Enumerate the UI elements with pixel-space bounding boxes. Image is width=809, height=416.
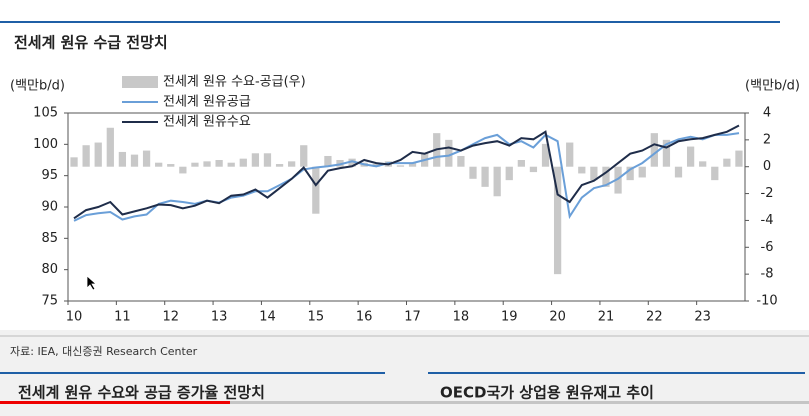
chart-title: 전세계 원유 수급 전망치 xyxy=(14,34,168,52)
bar xyxy=(686,146,695,167)
bar xyxy=(408,162,417,167)
bar xyxy=(155,162,163,167)
x-tick-label: 13 xyxy=(211,310,228,325)
x-tick-label: 15 xyxy=(308,310,325,325)
y2-tick-label: -2 xyxy=(761,186,774,201)
cursor xyxy=(86,275,98,291)
y-tick-label: 80 xyxy=(41,262,58,277)
x-tick-label: 21 xyxy=(598,310,615,325)
bar xyxy=(529,166,538,173)
bar xyxy=(481,166,489,187)
x-tick-label: 18 xyxy=(453,310,470,325)
legend-label: 전세계 원유 수요-공급(우) xyxy=(163,75,306,90)
y-axis-label: (백만b/d) xyxy=(10,79,65,94)
y2-tick-label: -8 xyxy=(761,267,774,282)
y2-tick-label: 4 xyxy=(763,106,771,121)
bar xyxy=(396,165,405,167)
y2-tick-label: 0 xyxy=(763,159,771,174)
bar xyxy=(517,160,525,167)
progress-bar[interactable] xyxy=(0,401,230,404)
x-tick-label: 19 xyxy=(501,310,518,325)
bar xyxy=(638,166,646,178)
bar xyxy=(130,154,139,167)
bar xyxy=(106,127,114,167)
bar xyxy=(215,160,223,167)
bar xyxy=(493,166,501,197)
x-tick-label: 12 xyxy=(162,310,179,325)
x-tick-label: 20 xyxy=(549,310,566,325)
bar xyxy=(711,166,719,181)
bar xyxy=(699,161,707,167)
bar xyxy=(70,157,78,167)
bar xyxy=(82,145,90,167)
progress-track[interactable] xyxy=(0,401,809,404)
bar xyxy=(251,153,260,167)
bar xyxy=(541,143,550,167)
x-tick-label: 17 xyxy=(404,310,421,325)
legend-label: 전세계 원유수요 xyxy=(163,115,251,130)
x-tick-label: 11 xyxy=(114,310,131,325)
section-title: OECD국가 상업용 원유재고 추이 xyxy=(440,384,654,402)
y2-tick-label: -6 xyxy=(761,240,774,255)
legend-swatch xyxy=(122,76,158,88)
bar xyxy=(650,133,658,167)
bar xyxy=(94,142,102,167)
bar xyxy=(626,166,634,181)
y-tick-label: 90 xyxy=(41,200,58,215)
y2-axis-label: (백만b/d) xyxy=(745,79,800,94)
bar xyxy=(336,160,344,167)
bar xyxy=(167,164,175,167)
bar xyxy=(118,151,127,167)
source: 자료: IEA, 대신증권 Research Center xyxy=(10,345,198,358)
bar xyxy=(674,166,683,178)
bar xyxy=(735,150,743,167)
bar xyxy=(457,155,465,167)
bar xyxy=(275,164,284,167)
bar xyxy=(142,150,151,167)
y2-tick-label: -4 xyxy=(761,213,774,228)
bar xyxy=(662,139,671,167)
bar xyxy=(578,166,586,174)
bar xyxy=(445,139,453,167)
bar xyxy=(590,166,598,181)
x-tick-label: 16 xyxy=(356,310,373,325)
bar xyxy=(614,166,622,194)
bar xyxy=(179,166,187,174)
legend-label: 전세계 원유공급 xyxy=(163,95,251,110)
y2-tick-label: -10 xyxy=(756,294,777,309)
y-tick-label: 75 xyxy=(41,294,58,309)
x-tick-label: 23 xyxy=(694,310,711,325)
plot-frame xyxy=(67,112,746,302)
bar xyxy=(553,166,562,275)
y2-tick-label: 2 xyxy=(763,132,771,147)
bar xyxy=(300,145,308,167)
line xyxy=(73,132,740,222)
bar xyxy=(602,166,610,187)
section-title: 전세계 원유 수요와 공급 증가율 전망치 xyxy=(18,384,265,402)
bar xyxy=(263,153,272,167)
bar xyxy=(469,166,477,179)
x-tick-label: 14 xyxy=(259,310,276,325)
y-tick-label: 105 xyxy=(33,106,58,121)
y-tick-label: 95 xyxy=(41,168,58,183)
bar xyxy=(312,166,320,214)
bar xyxy=(191,162,199,167)
line xyxy=(73,124,740,220)
x-tick-label: 10 xyxy=(66,310,83,325)
bar xyxy=(723,158,731,167)
bar xyxy=(239,158,247,167)
bar xyxy=(505,166,513,181)
bar xyxy=(566,142,574,167)
x-tick-label: 22 xyxy=(646,310,663,325)
bar xyxy=(203,161,211,167)
y-tick-label: 100 xyxy=(33,137,58,152)
bar xyxy=(348,158,356,167)
bar xyxy=(288,161,296,167)
y-tick-label: 85 xyxy=(41,231,58,246)
bar xyxy=(324,155,332,167)
bar xyxy=(227,162,235,167)
